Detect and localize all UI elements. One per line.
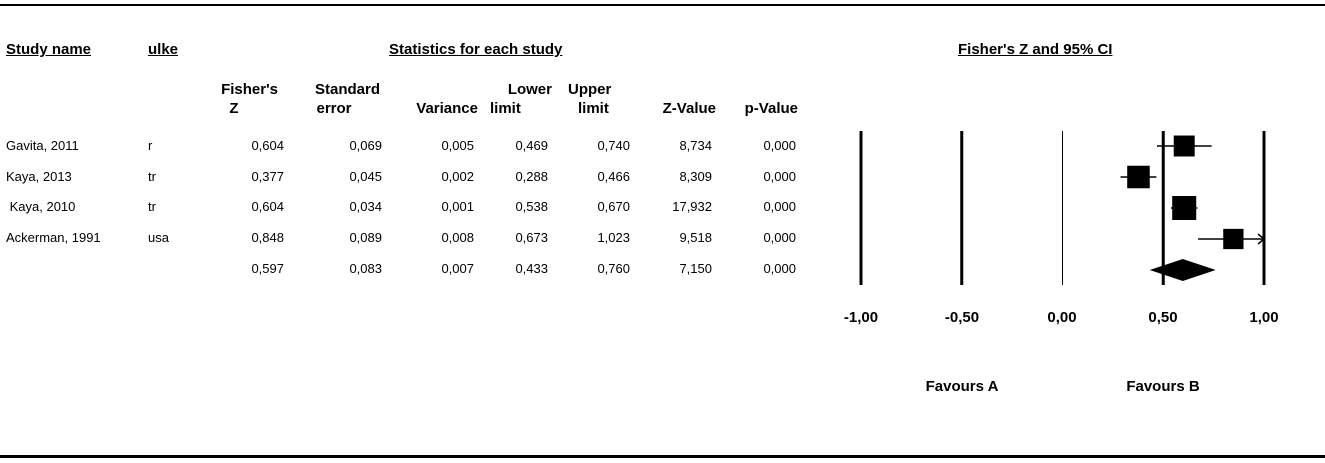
statistics-group-header: Statistics for each study (389, 41, 563, 58)
top-rule (0, 4, 1325, 6)
study-name-cell: Ackerman, 1991 (6, 230, 101, 245)
upper-limit-cell: 0,466 (597, 169, 630, 184)
col-header-line2: limit (578, 100, 609, 117)
country-cell: tr (148, 199, 156, 214)
standard-error-cell: 0,034 (349, 199, 382, 214)
col-header-line1: Standard (314, 81, 380, 98)
lower-limit-cell: 0,538 (515, 199, 548, 214)
study-point (1223, 228, 1244, 250)
study-name-cell: Gavita, 2011 (6, 138, 79, 153)
col-header-line2: limit (490, 100, 521, 117)
standard-error-cell: 0,069 (349, 138, 382, 153)
study-name-header: Study name (6, 41, 92, 58)
z-value-cell: 8,309 (679, 169, 712, 184)
col-header-line1: Lower (507, 81, 552, 98)
country-cell: usa (148, 230, 169, 245)
col-header-line2: Z (229, 100, 239, 117)
variance-cell: 0,008 (441, 230, 474, 245)
p-value-cell: 0,000 (763, 169, 796, 184)
lower-limit-cell: 0,433 (515, 261, 548, 276)
variance-cell: 0,007 (441, 261, 474, 276)
z-value-cell: 17,932 (672, 199, 712, 214)
z-value-cell: 8,734 (679, 138, 712, 153)
variance-cell: 0,002 (441, 169, 474, 184)
variance-cell: 0,001 (441, 199, 474, 214)
study-point (1127, 165, 1150, 189)
p-value-cell: 0,000 (763, 230, 796, 245)
x-tick-label: 1,00 (1249, 309, 1279, 326)
upper-limit-cell: 0,760 (597, 261, 630, 276)
p-value-cell: 0,000 (763, 261, 796, 276)
favours-a-label: Favours A (925, 378, 999, 395)
summary-diamond (1149, 259, 1216, 281)
col-header-lower-limit: Lower limit (482, 80, 552, 118)
lower-limit-cell: 0,673 (515, 230, 548, 245)
p-value-cell: 0,000 (763, 138, 796, 153)
lower-limit-cell: 0,288 (515, 169, 548, 184)
ci-arrow (1257, 233, 1266, 245)
col-header-line2: p-Value (744, 100, 798, 117)
col-header-line2: Z-Value (662, 100, 716, 117)
x-tick-label: 0,50 (1148, 309, 1178, 326)
z-value-cell: 7,150 (679, 261, 712, 276)
x-tick-label: -0,50 (944, 309, 980, 326)
study-point (1172, 196, 1197, 220)
col-header-line1: Upper (568, 81, 612, 98)
x-tick-label: 0,00 (1047, 309, 1077, 326)
z-value-cell: 9,518 (679, 230, 712, 245)
plot-title: Fisher's Z and 95% CI (958, 41, 1113, 58)
study-point (1173, 135, 1195, 157)
country-cell: r (148, 138, 153, 153)
standard-error-cell: 0,045 (349, 169, 382, 184)
fishers-z-cell: 0,604 (251, 199, 284, 214)
col-header-variance: Variance (390, 80, 478, 118)
col-header-z-value: Z-Value (636, 80, 716, 118)
col-header-upper-limit: Upper limit (562, 80, 632, 118)
col-header-line2: error (316, 100, 352, 117)
fishers-z-cell: 0,604 (251, 138, 284, 153)
country-cell: tr (148, 169, 156, 184)
study-name-cell: Kaya, 2013 (6, 169, 72, 184)
upper-limit-cell: 1,023 (597, 230, 630, 245)
study-name-cell: Kaya, 2010 (6, 199, 76, 214)
col-header-standard-error: Standard error (288, 80, 380, 118)
standard-error-cell: 0,089 (349, 230, 382, 245)
col-header-line1: Fisher's (221, 81, 278, 98)
fishers-z-cell: 0,848 (251, 230, 284, 245)
x-tick-label: -1,00 (843, 309, 879, 326)
col-header-line2: Variance (416, 100, 478, 117)
bottom-rule (0, 455, 1325, 458)
standard-error-cell: 0,083 (349, 261, 382, 276)
variance-cell: 0,005 (441, 138, 474, 153)
country-header: ulke (148, 41, 179, 58)
fishers-z-cell: 0,597 (251, 261, 284, 276)
col-header-fishers-z: Fisher's Z (190, 80, 278, 118)
favours-b-label: Favours B (1126, 378, 1200, 395)
p-value-cell: 0,000 (763, 199, 796, 214)
lower-limit-cell: 0,469 (515, 138, 548, 153)
upper-limit-cell: 0,740 (597, 138, 630, 153)
fishers-z-cell: 0,377 (251, 169, 284, 184)
upper-limit-cell: 0,670 (597, 199, 630, 214)
col-header-p-value: p-Value (716, 80, 798, 118)
